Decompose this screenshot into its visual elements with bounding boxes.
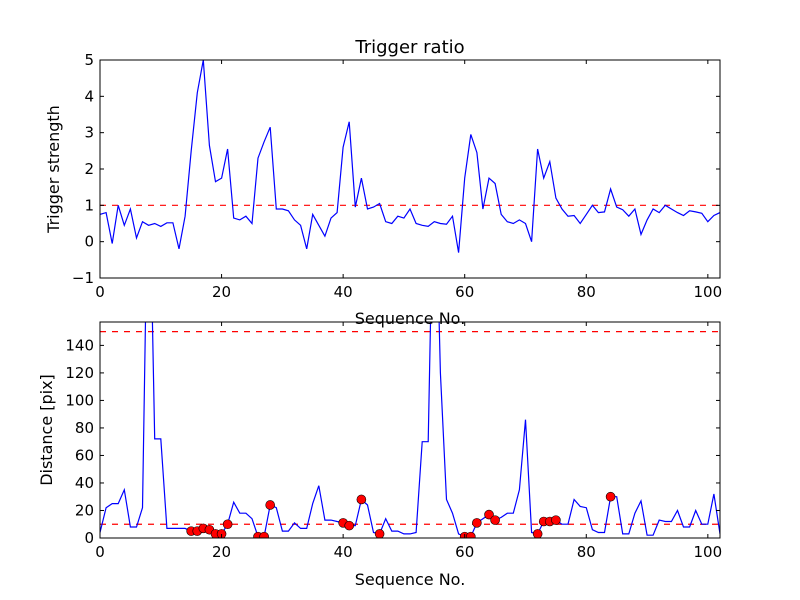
x-tick-label: 80 xyxy=(577,283,596,301)
top-y-label: Trigger strength xyxy=(44,105,63,234)
x-tick-label: 40 xyxy=(334,543,353,561)
x-tick-label: 60 xyxy=(455,283,474,301)
y-tick-label: 4 xyxy=(84,87,94,105)
x-tick-label: 100 xyxy=(694,543,723,561)
data-marker xyxy=(356,494,367,505)
data-marker xyxy=(532,529,543,538)
data-marker xyxy=(490,515,500,525)
data-marker xyxy=(465,531,476,538)
y-tick-label: 80 xyxy=(75,419,94,437)
x-tick-label: 60 xyxy=(455,543,474,561)
plot-area xyxy=(100,60,720,253)
y-tick-label: 3 xyxy=(84,124,94,142)
data-marker xyxy=(222,519,233,530)
y-tick-label: 1 xyxy=(84,196,94,214)
bottom-axes: 0 20 40 60 80 100 0 20 40 60 80 100 120 140 xyxy=(65,321,723,561)
y-tick-label: 20 xyxy=(75,501,94,519)
data-marker xyxy=(344,520,355,531)
data-marker xyxy=(216,529,227,538)
y-tick-label: 0 xyxy=(84,233,94,251)
x-tick-label: 80 xyxy=(577,543,596,561)
data-marker xyxy=(472,518,482,528)
bottom-y-label: Distance [pix] xyxy=(37,374,56,486)
bottom-x-label: Sequence No. xyxy=(355,570,466,589)
plot-area xyxy=(100,322,720,538)
x-tick-label: 20 xyxy=(212,543,231,561)
y-tick-label: 40 xyxy=(75,474,94,492)
axes-frame xyxy=(99,321,721,539)
y-tick-label: 5 xyxy=(84,51,94,69)
x-tick-label: 0 xyxy=(95,543,105,561)
data-marker xyxy=(484,509,494,520)
y-tick-label: 100 xyxy=(65,391,94,409)
x-tick-label: 100 xyxy=(694,283,723,301)
top-chart-title: Trigger ratio xyxy=(354,37,464,58)
x-tick-label: 20 xyxy=(212,283,231,301)
y-tick-label: 140 xyxy=(65,336,94,354)
x-tick-label: 0 xyxy=(95,283,105,301)
top-x-label: Sequence No. xyxy=(355,309,466,328)
data-marker xyxy=(259,531,269,538)
y-tick-label: 60 xyxy=(75,446,94,464)
data-series-line xyxy=(100,60,720,253)
y-tick-label: 2 xyxy=(84,160,94,178)
y-tick-label: −1 xyxy=(72,269,94,287)
x-tick-label: 40 xyxy=(334,283,353,301)
data-marker xyxy=(374,529,385,538)
y-tick-label: 120 xyxy=(65,364,94,382)
data-marker xyxy=(605,491,616,502)
y-tick-label: 0 xyxy=(84,529,94,547)
data-marker xyxy=(551,515,561,525)
data-marker xyxy=(265,500,275,510)
